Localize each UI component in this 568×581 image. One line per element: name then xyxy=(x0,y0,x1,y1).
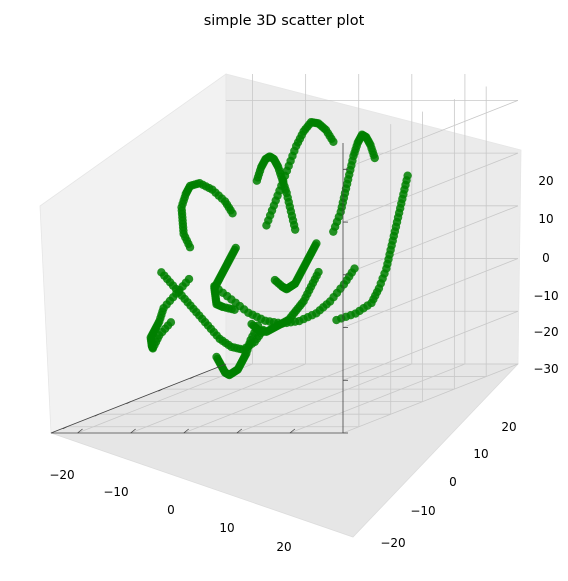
z-tick-label: 10 xyxy=(538,212,553,226)
x-tick-label: 20 xyxy=(276,540,291,554)
z-tick-label: −30 xyxy=(533,362,558,376)
data-point xyxy=(271,276,279,284)
data-point xyxy=(262,221,270,229)
x-tick-label: 0 xyxy=(167,503,175,517)
data-point xyxy=(332,316,340,324)
z-tick-label: 20 xyxy=(538,174,553,188)
data-point xyxy=(186,243,194,251)
data-point xyxy=(167,318,175,326)
x-tick-label: 10 xyxy=(219,521,234,535)
x-tick-label: −20 xyxy=(49,468,74,482)
z-tick-label: −20 xyxy=(533,325,558,339)
y-tick-label: 0 xyxy=(449,475,457,489)
x-tick-label: −10 xyxy=(103,485,128,499)
chart-title: simple 3D scatter plot xyxy=(204,13,365,29)
data-point xyxy=(247,320,255,328)
z-tick-label: −10 xyxy=(533,289,558,303)
data-point xyxy=(329,227,337,235)
y-tick-label: 20 xyxy=(501,420,516,434)
z-tick-label: 0 xyxy=(542,251,550,265)
data-point xyxy=(230,306,238,314)
data-point xyxy=(212,353,220,361)
data-point xyxy=(350,264,358,272)
y-tick-label: 10 xyxy=(473,447,488,461)
data-point xyxy=(253,176,261,184)
y-tick-label: −10 xyxy=(410,504,435,518)
y-tick-label: −20 xyxy=(380,536,405,550)
